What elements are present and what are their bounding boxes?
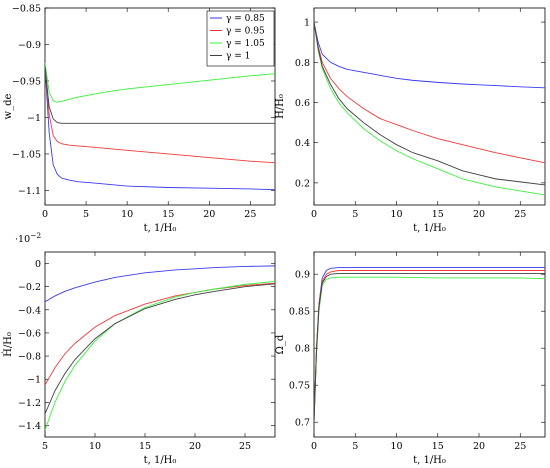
y-axis-label: Ω_d — [275, 334, 286, 354]
legend-entry-label: γ = 1.05 — [226, 39, 265, 49]
x-tick-label: 15 — [162, 209, 174, 220]
y-tick-label: −1.1 — [18, 186, 41, 197]
series-line-3 — [314, 276, 545, 423]
y-axis-label: Ḣ/H₀ — [2, 332, 14, 357]
y-tick-label: −0.95 — [12, 76, 41, 87]
x-tick-label: 20 — [473, 441, 485, 452]
chart-panel-2: 0 5 10 15 20 25 0.2 0.4 0.6 0.8 1 t, 1/H₀ H/H₀ — [275, 7, 546, 234]
series-line-4 — [45, 66, 275, 124]
series-line-1 — [314, 267, 545, 423]
x-tick-label: 25 — [239, 441, 251, 452]
x-tick-label: 10 — [89, 441, 101, 452]
y-tick-label: −1.05 — [12, 149, 41, 160]
y-axis-label: w_de — [3, 93, 14, 119]
x-axis-label: t, 1/H₀ — [413, 455, 446, 466]
x-tick-label: 15 — [139, 441, 151, 452]
series-line-3 — [314, 22, 545, 196]
x-tick-label: 0 — [311, 209, 317, 220]
x-axis-label: t, 1/H₀ — [413, 223, 446, 234]
series-line-4 — [45, 283, 275, 415]
y-tick-label: 0.2 — [295, 178, 310, 189]
x-axis-label: t, 1/H₀ — [144, 455, 177, 466]
y-tick-label: 0.85 — [289, 307, 310, 318]
legend: γ = 0.85 γ = 0.95 γ = 1.05 γ = 1 — [206, 10, 275, 67]
y-tick-label: 0.4 — [295, 138, 310, 149]
y-tick-label: 0.6 — [295, 98, 310, 109]
x-axis-label: t, 1/H₀ — [144, 223, 177, 234]
legend-entry-label: γ = 1 — [226, 52, 250, 62]
plot-frame — [44, 251, 276, 438]
series-line-1 — [45, 265, 275, 303]
x-tick-label: 15 — [432, 209, 444, 220]
series-line-2 — [45, 282, 275, 386]
series-line-1 — [45, 66, 275, 191]
x-tick-label: 10 — [390, 209, 402, 220]
series-line-4 — [314, 273, 545, 423]
legend-entry-label: γ = 0.95 — [226, 27, 265, 37]
x-tick-label: 15 — [432, 441, 444, 452]
plot-frame — [313, 7, 546, 206]
series-line-1 — [314, 21, 545, 89]
chart-panel-1: 0 5 10 15 20 25 −1.1 −1.05 −1 −0.95 −0.9 −0.85 t, 1/… — [3, 4, 276, 234]
y-tick-label: −0.85 — [12, 4, 41, 15]
series-line-4 — [314, 21, 545, 186]
axis-multiplier: ·10−2 — [15, 231, 41, 245]
plot-frame — [313, 251, 546, 438]
y-tick-label: 0 — [35, 259, 41, 270]
legend-entry-label: γ = 0.85 — [226, 14, 265, 24]
x-tick-label: 10 — [390, 441, 402, 452]
plot-frame — [44, 7, 276, 206]
x-tick-label: 0 — [42, 209, 48, 220]
series-line-2 — [314, 270, 545, 423]
x-tick-label: 25 — [514, 209, 526, 220]
x-tick-label: 25 — [514, 441, 526, 452]
y-tick-label: −1.2 — [18, 398, 41, 409]
y-tick-label: −0.2 — [18, 282, 41, 293]
y-tick-label: −1.4 — [18, 421, 41, 432]
chart-panel-4: 0 5 10 15 20 25 0.7 0.75 0.8 0.85 0.9 t, 1/H₀ Ω_d — [275, 251, 546, 466]
x-tick-label: 20 — [203, 209, 215, 220]
x-tick-label: 25 — [244, 209, 256, 220]
y-tick-label: −0.6 — [18, 328, 41, 339]
y-tick-label: −0.9 — [18, 40, 41, 51]
series-line-2 — [45, 66, 275, 164]
series-line-3 — [45, 62, 275, 103]
y-tick-label: 1 — [304, 18, 310, 29]
y-tick-label: −1 — [27, 375, 41, 386]
y-tick-label: 0.8 — [295, 58, 310, 69]
x-tick-label: 20 — [473, 209, 485, 220]
legend-box — [206, 10, 275, 67]
x-tick-label: 5 — [352, 441, 358, 452]
y-tick-label: 0.75 — [289, 381, 310, 392]
series-line-2 — [314, 21, 545, 164]
y-tick-label: 0.8 — [295, 344, 310, 355]
x-tick-label: 20 — [189, 441, 201, 452]
y-tick-label: −0.4 — [18, 305, 41, 316]
y-tick-label: 0.9 — [295, 270, 310, 281]
y-tick-label: 0.7 — [295, 418, 310, 429]
chart-panel-3: 5 10 15 20 25 −1.4 −1.2 −1 −0.8 −0.6 −0.4 −0.2 0 t, 1… — [2, 231, 276, 466]
y-tick-label: −0.8 — [18, 352, 41, 363]
x-tick-label: 5 — [83, 209, 89, 220]
series-line-3 — [45, 281, 275, 431]
y-tick-label: −1 — [27, 113, 41, 124]
x-tick-label: 5 — [352, 209, 358, 220]
x-tick-label: 0 — [311, 441, 317, 452]
y-axis-label: H/H₀ — [275, 94, 286, 119]
x-tick-label: 5 — [42, 441, 48, 452]
x-tick-label: 10 — [121, 209, 133, 220]
